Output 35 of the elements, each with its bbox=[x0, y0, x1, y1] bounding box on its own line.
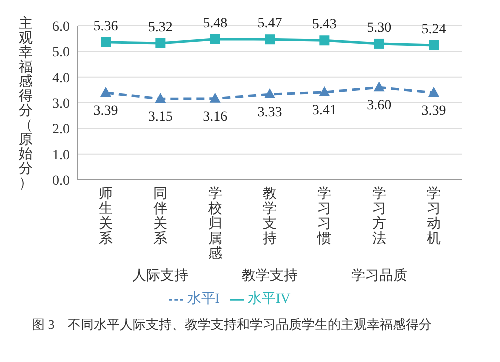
data-label: 5.30 bbox=[367, 20, 392, 36]
x-tick-label: 教学支持 bbox=[263, 186, 277, 247]
data-label: 5.47 bbox=[258, 16, 282, 32]
x-tick-label: 同伴关系 bbox=[154, 187, 168, 247]
data-label: 5.48 bbox=[203, 16, 228, 32]
data-label: 3.15 bbox=[148, 110, 173, 126]
x-tick-label: 学习动机 bbox=[427, 186, 441, 247]
data-label: 5.43 bbox=[312, 18, 337, 33]
x-tick-label: 学校归属感 bbox=[207, 186, 222, 262]
legend-label: 水平I bbox=[187, 292, 220, 307]
y-tick-label: 5.0 bbox=[52, 46, 70, 61]
y-tick-label: 2.0 bbox=[52, 122, 70, 138]
data-label: 3.60 bbox=[367, 98, 392, 114]
data-label: 3.39 bbox=[422, 104, 446, 119]
y-tick-label: 4.0 bbox=[52, 71, 70, 86]
legend-label: 水平IV bbox=[248, 292, 291, 307]
data-label: 5.32 bbox=[148, 20, 173, 36]
data-label: 3.16 bbox=[203, 110, 228, 125]
y-tick-label: 1.0 bbox=[52, 148, 70, 164]
x-tick-label: 学习方法 bbox=[372, 186, 386, 247]
y-tick-label: 6.0 bbox=[52, 20, 70, 35]
x-tick-label: 学习习惯 bbox=[316, 186, 332, 247]
data-label: 3.41 bbox=[312, 103, 337, 118]
y-tick-label: 0.0 bbox=[52, 174, 70, 189]
data-label: 3.39 bbox=[94, 104, 118, 119]
text: 学习品质 bbox=[351, 268, 408, 284]
caption: 图 3 不同水平人际支持、教学支持和学习品质学生的主观幸福感得分 bbox=[32, 316, 433, 334]
y-tick-label: 3.0 bbox=[52, 96, 70, 112]
text: 人际支持 bbox=[132, 268, 189, 284]
data-label: 5.36 bbox=[94, 19, 118, 34]
data-label: 3.33 bbox=[258, 105, 282, 120]
data-label: 5.24 bbox=[422, 22, 446, 38]
x-tick-label: 师生关系 bbox=[99, 186, 113, 247]
text: 教学支持 bbox=[242, 268, 298, 284]
text: 主观幸福感得分（原始分） bbox=[19, 17, 33, 192]
